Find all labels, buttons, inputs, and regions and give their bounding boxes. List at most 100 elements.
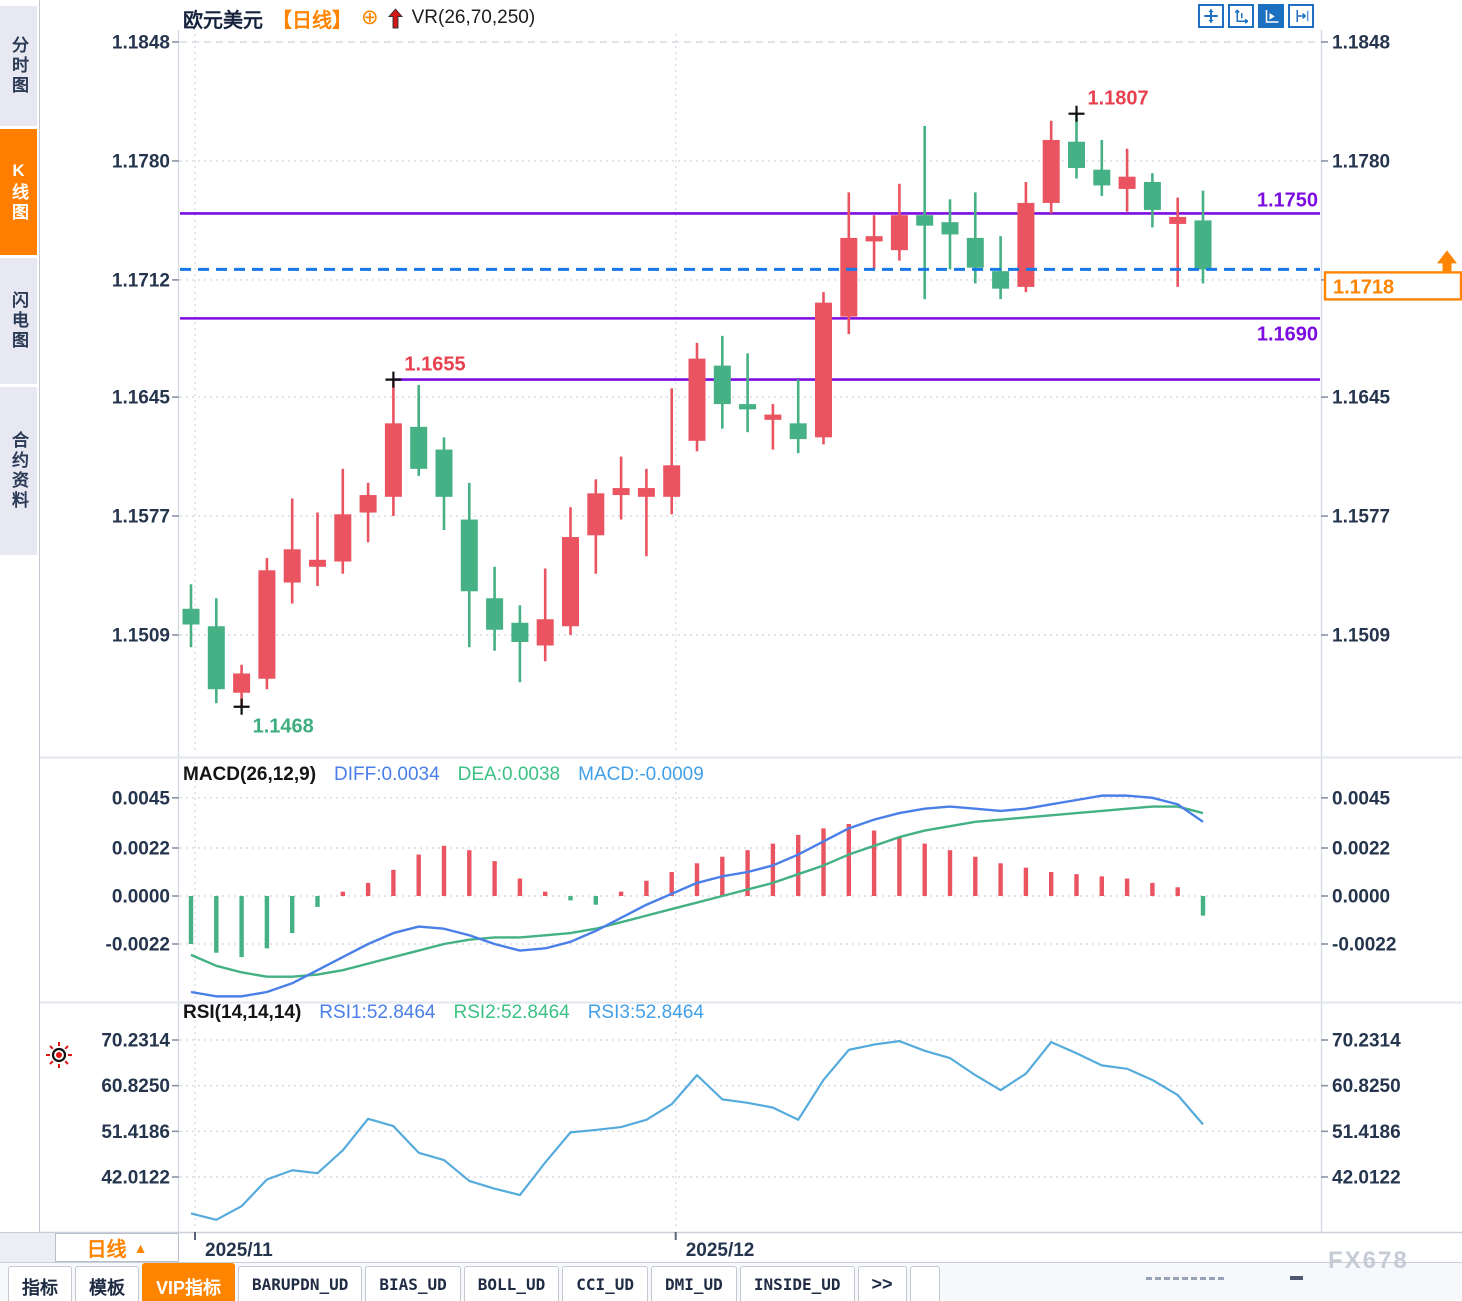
- crosshair-icon[interactable]: [1198, 4, 1224, 28]
- price-marker: 1.1468: [233, 698, 314, 738]
- candle: [1194, 190, 1212, 284]
- indicator-settings-sun-icon[interactable]: [44, 1040, 74, 1070]
- tab-vip-indicators[interactable]: VIP指标: [142, 1263, 236, 1301]
- rsi1-value: RSI1:52.8464: [319, 1002, 436, 1023]
- macd-bar: [1074, 874, 1079, 896]
- period-selector[interactable]: 日线 ▲: [55, 1233, 179, 1262]
- candle: [435, 437, 453, 531]
- macd-bar: [1200, 896, 1206, 916]
- sidebar-tab-flash-chart[interactable]: 闪电图: [0, 258, 37, 384]
- axis-label: 0.0045: [1332, 788, 1391, 809]
- rsi2-value: RSI2:52.8464: [453, 1002, 570, 1023]
- macd-bar: [922, 843, 927, 896]
- candle: [840, 192, 858, 335]
- macd-bar: [846, 824, 851, 896]
- macd-dea-value: DEA:0.0038: [457, 764, 561, 785]
- tab-empty: [909, 1266, 940, 1301]
- tab-indicators[interactable]: 指标: [8, 1266, 72, 1301]
- candle: [992, 236, 1010, 300]
- axis-label: 60.8250: [101, 1076, 170, 1097]
- candle: [309, 512, 326, 587]
- tab-cci-ud[interactable]: CCI_UD: [562, 1266, 649, 1301]
- sidebar-tab-time-chart[interactable]: 分时图: [0, 6, 37, 126]
- sidebar-tab-contract-info[interactable]: 合约资料: [0, 387, 37, 555]
- axis-label: 1.1780: [112, 151, 170, 172]
- rsi-header: RSI(14,14,14) RSI1:52.8464 RSI2:52.8464 …: [183, 1002, 704, 1024]
- axis-label: 0.0045: [112, 788, 171, 809]
- macd-bar: [871, 830, 877, 896]
- macd-bar: [1124, 878, 1130, 896]
- shift-right-icon[interactable]: [1288, 4, 1314, 28]
- bottom-left-filler: [0, 1232, 55, 1262]
- month-label: 2025/12: [686, 1240, 755, 1261]
- candle: [815, 292, 832, 445]
- macd-macd-value: MACD:-0.0009: [578, 764, 704, 785]
- candle: [1143, 173, 1161, 228]
- candle: [536, 568, 554, 662]
- axis-label: 70.2314: [101, 1031, 170, 1052]
- axis-label: 0.0022: [112, 839, 170, 860]
- tab-boll-ud[interactable]: BOLL_UD: [463, 1266, 560, 1301]
- candle: [562, 507, 579, 635]
- axis-label: 70.2314: [1332, 1031, 1401, 1052]
- macd-bar: [290, 896, 295, 934]
- tabbar-dash-mark: [1290, 1276, 1303, 1280]
- tab-dmi-ud[interactable]: DMI_UD: [651, 1266, 737, 1301]
- axis-label: 60.8250: [1332, 1076, 1401, 1097]
- macd-bar: [441, 845, 447, 896]
- sidebar-tab-kline-chart[interactable]: K线图: [0, 129, 37, 255]
- macd-bar: [770, 843, 776, 896]
- axis-label: 1.1780: [1332, 151, 1390, 172]
- macd-bar: [618, 891, 624, 896]
- macd-diff-value: DIFF:0.0034: [334, 764, 440, 785]
- macd-bar: [492, 861, 497, 896]
- chart-canvas[interactable]: 1.18481.18481.17801.17801.17121.17121.16…: [0, 0, 1462, 1262]
- macd-bar: [644, 880, 649, 896]
- axis-label: 1.1848: [112, 33, 170, 54]
- triangle-up-icon: ▲: [133, 1239, 148, 1256]
- axis-label: 1.1645: [112, 388, 171, 409]
- macd-bar: [214, 896, 219, 953]
- price-marker: 1.1655: [385, 354, 466, 388]
- macd-bar: [593, 896, 598, 905]
- axis-label: 1.1509: [112, 626, 170, 647]
- add-indicator-icon[interactable]: ⊕: [361, 6, 379, 29]
- tab-more[interactable]: >>: [857, 1266, 907, 1301]
- axis-label: -0.0022: [106, 935, 170, 956]
- macd-bar: [694, 863, 700, 896]
- candle: [587, 479, 605, 574]
- axis-label: 1.1468: [253, 716, 314, 738]
- macd-bar: [796, 834, 801, 896]
- axis-label: -0.0022: [1332, 935, 1396, 956]
- candle: [410, 384, 428, 476]
- candle: [688, 342, 706, 452]
- macd-bar: [239, 896, 244, 958]
- macd-bar: [340, 891, 345, 896]
- candle: [182, 584, 200, 648]
- period-selector-label: 日线: [86, 1239, 127, 1261]
- tab-bias-ud[interactable]: BIAS_UD: [365, 1266, 461, 1301]
- tab-inside-ud[interactable]: INSIDE_UD: [739, 1266, 855, 1301]
- candle: [359, 482, 377, 543]
- symbol-title: 欧元美元: [183, 9, 263, 32]
- candle: [1017, 181, 1035, 293]
- candle: [713, 335, 731, 429]
- fx678-watermark: FX678: [1328, 1247, 1409, 1274]
- macd-bar: [568, 896, 573, 901]
- candle: [941, 199, 959, 270]
- axis-zoom-icon[interactable]: [1228, 4, 1254, 28]
- tab-templates[interactable]: 模板: [75, 1266, 139, 1301]
- macd-bar: [517, 878, 523, 896]
- macd-bar: [416, 854, 421, 896]
- axis-play-icon[interactable]: [1258, 4, 1284, 28]
- candle: [789, 379, 807, 454]
- macd-bar: [998, 863, 1003, 896]
- tab-barupdn-ud[interactable]: BARUPDN_UD: [238, 1266, 363, 1301]
- axis-label: 51.4186: [101, 1122, 170, 1143]
- period-tag: 【日线】: [272, 9, 352, 32]
- price-box: 1.1718: [1323, 250, 1462, 301]
- indicator-tabbar: 指标 模板 VIP指标 BARUPDN_UD BIAS_UD BOLL_UD C…: [0, 1262, 1462, 1301]
- candle: [637, 468, 655, 557]
- macd-bar: [1099, 876, 1104, 896]
